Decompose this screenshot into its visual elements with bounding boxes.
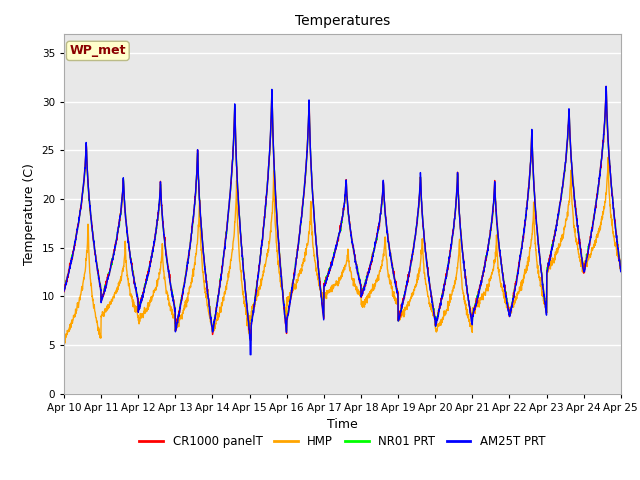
Legend: CR1000 panelT, HMP, NR01 PRT, AM25T PRT: CR1000 panelT, HMP, NR01 PRT, AM25T PRT [135,430,550,453]
Y-axis label: Temperature (C): Temperature (C) [23,163,36,264]
Title: Temperatures: Temperatures [295,14,390,28]
Text: WP_met: WP_met [70,44,126,58]
X-axis label: Time: Time [327,418,358,431]
